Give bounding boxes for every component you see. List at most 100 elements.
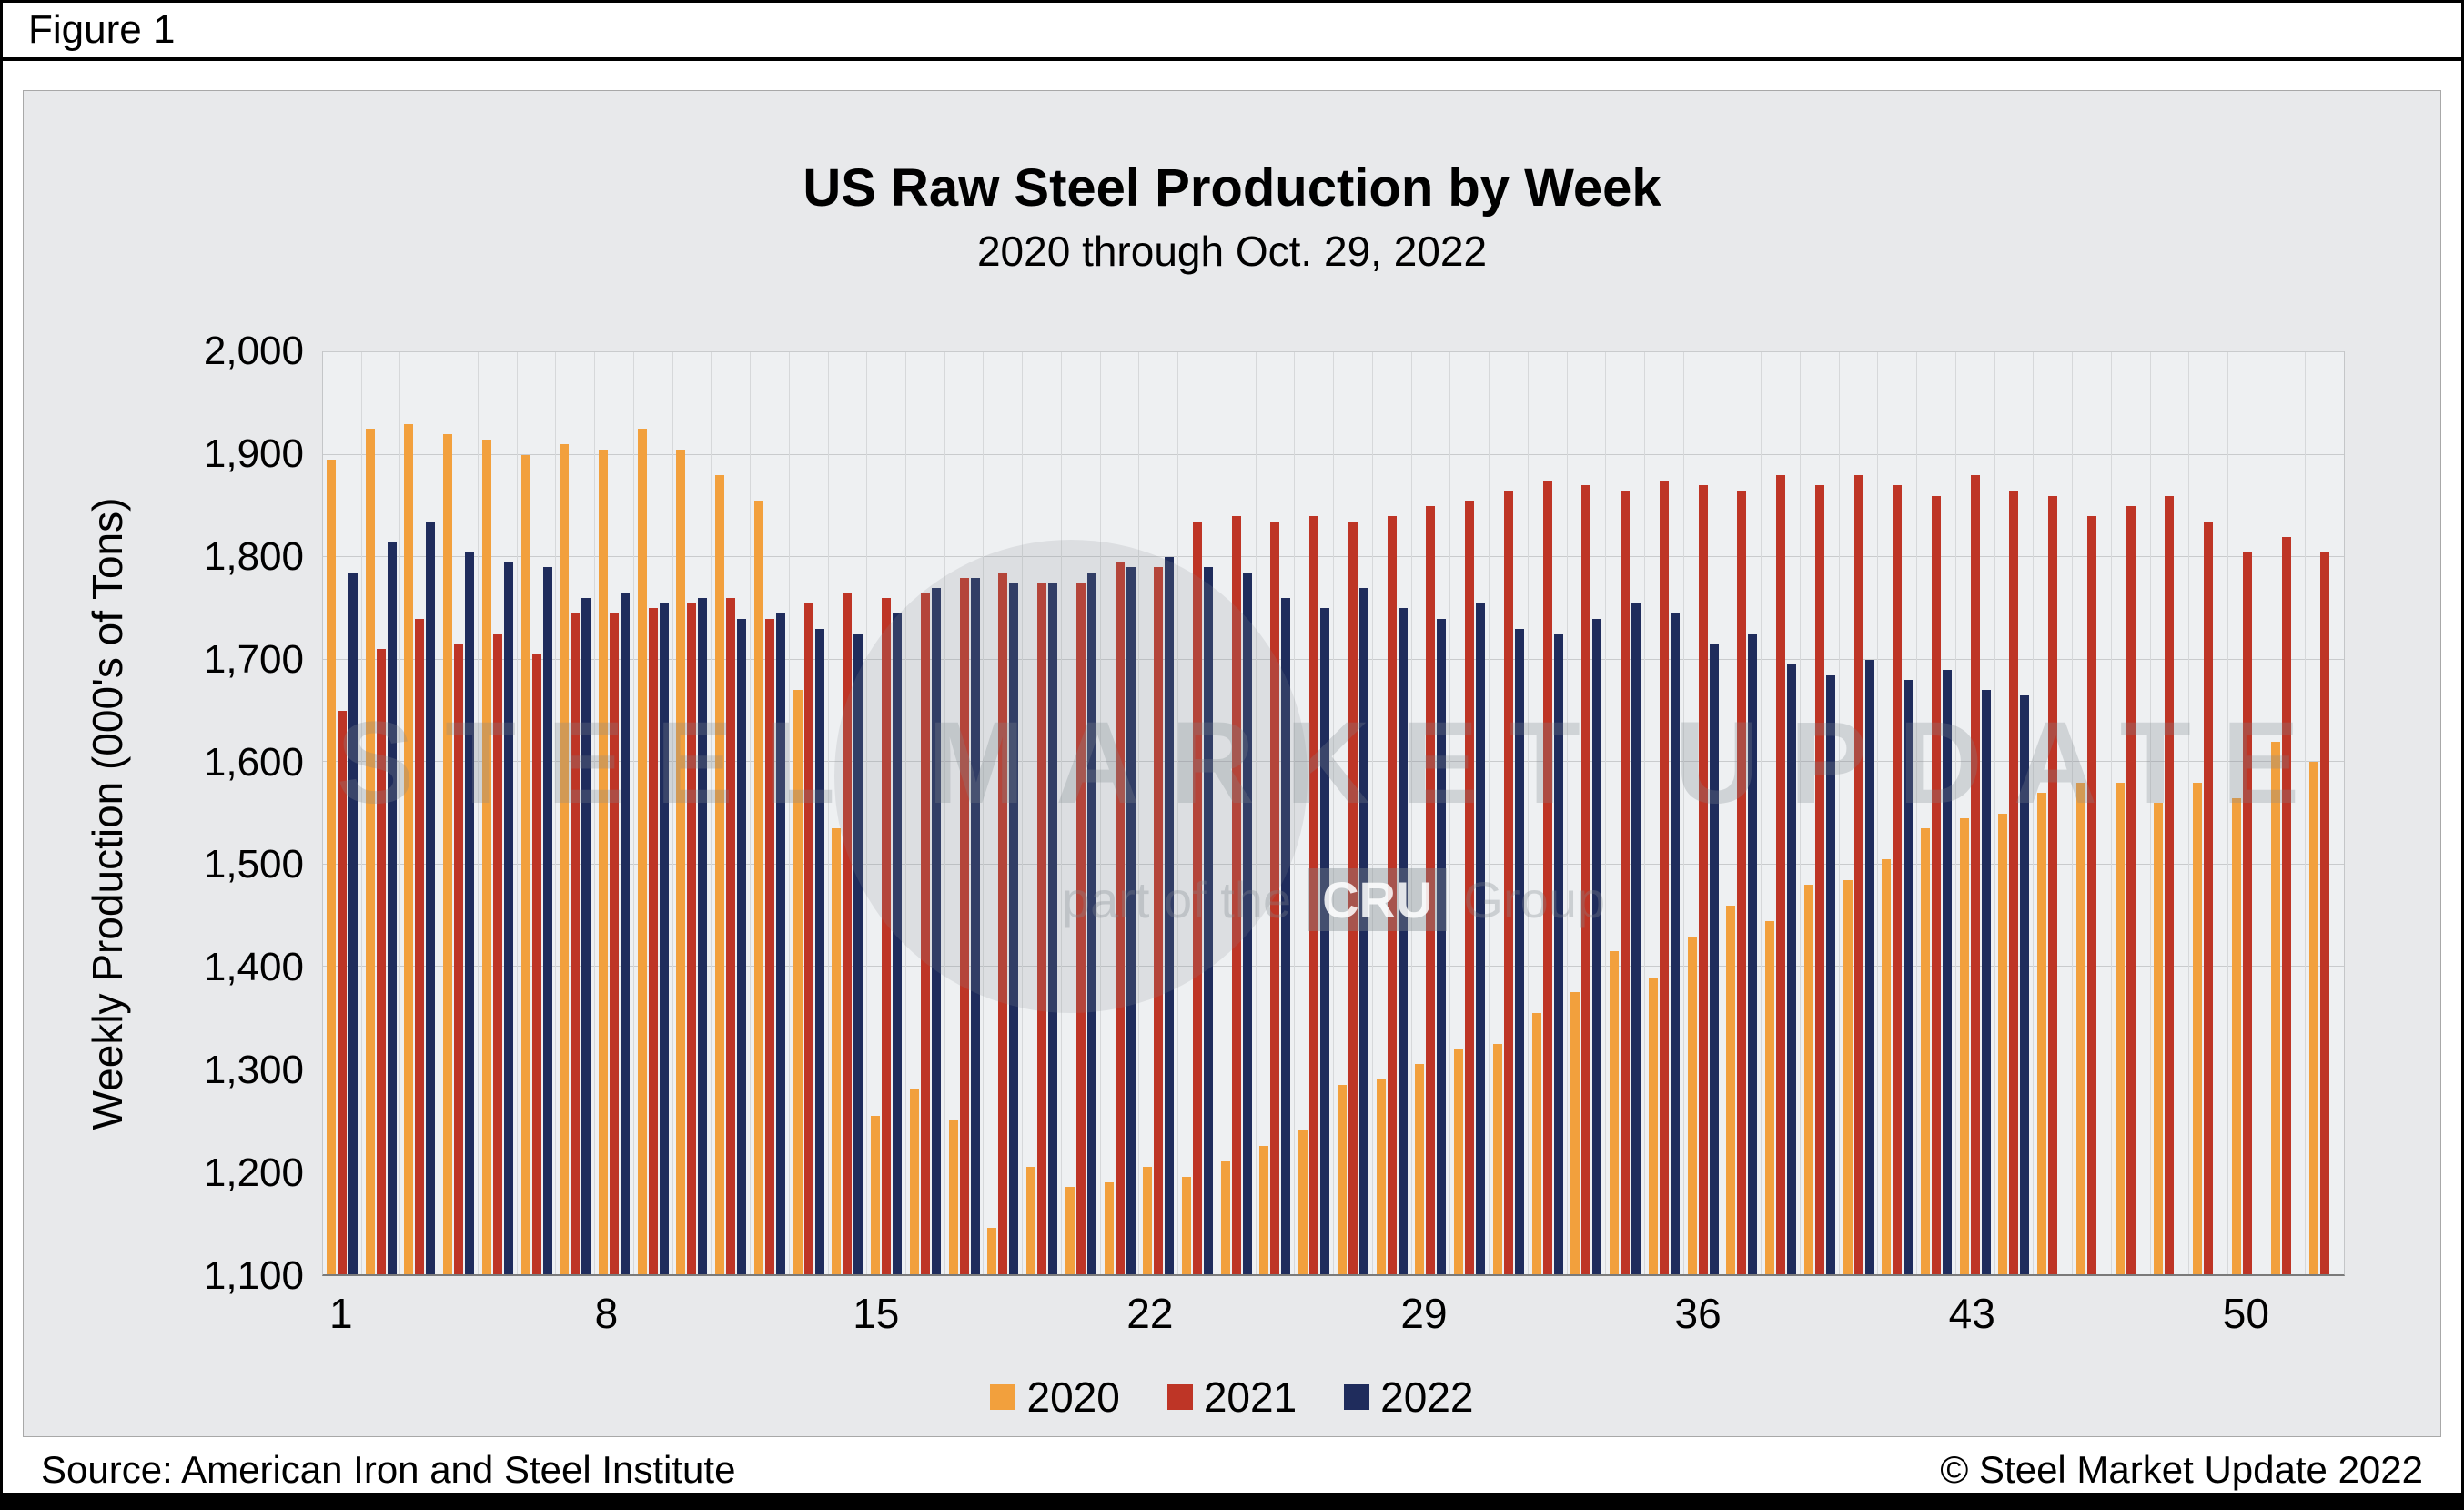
bar-2022 bbox=[1437, 618, 1447, 1274]
bar-2021 bbox=[803, 603, 813, 1274]
bar-2020 bbox=[365, 429, 375, 1274]
bottom-bar bbox=[3, 1493, 2461, 1507]
x-axis-tick-label bbox=[1637, 1289, 1675, 1345]
bar-2022 bbox=[659, 603, 669, 1274]
bar-2020 bbox=[1259, 1146, 1269, 1274]
bar-2021 bbox=[1659, 480, 1669, 1274]
x-axis-tick-label bbox=[1722, 1289, 1760, 1345]
bar-2021 bbox=[1426, 505, 1436, 1274]
bar-2020 bbox=[1726, 905, 1736, 1274]
bar-2021 bbox=[1931, 495, 1941, 1274]
bar-2020 bbox=[2309, 762, 2319, 1274]
bar-2020 bbox=[832, 828, 842, 1274]
bar-2020 bbox=[909, 1089, 919, 1274]
bar-2022 bbox=[1514, 628, 1524, 1274]
x-axis-tick-label bbox=[474, 1289, 512, 1345]
bar-2022 bbox=[1476, 603, 1486, 1274]
bar-2021 bbox=[1465, 501, 1475, 1274]
week-group bbox=[1177, 352, 1217, 1274]
bar-2020 bbox=[2154, 803, 2164, 1274]
x-axis-tick-label bbox=[2269, 1289, 2307, 1345]
week-group bbox=[1060, 352, 1100, 1274]
bar-2022 bbox=[1553, 633, 1563, 1274]
week-group bbox=[2305, 352, 2344, 1274]
week-group bbox=[1333, 352, 1372, 1274]
week-group bbox=[1877, 352, 1916, 1274]
week-group bbox=[555, 352, 594, 1274]
bar-2020 bbox=[637, 429, 647, 1274]
bar-2021 bbox=[998, 573, 1008, 1274]
week-group bbox=[905, 352, 944, 1274]
x-axis-tick-label bbox=[550, 1289, 588, 1345]
bar-2020 bbox=[1765, 920, 1775, 1274]
bar-2020 bbox=[2115, 782, 2125, 1274]
week-group bbox=[944, 352, 984, 1274]
week-group bbox=[2227, 352, 2267, 1274]
week-group bbox=[788, 352, 828, 1274]
week-group bbox=[1799, 352, 1839, 1274]
week-group bbox=[827, 352, 867, 1274]
bar-2020 bbox=[1143, 1166, 1153, 1274]
x-axis-tick-label bbox=[2185, 1289, 2223, 1345]
bar-2021 bbox=[1698, 485, 1708, 1274]
bar-2021 bbox=[764, 618, 774, 1274]
legend-label-2021: 2021 bbox=[1203, 1373, 1298, 1421]
x-axis-tick-label: 1 bbox=[329, 1290, 353, 1337]
bar-2022 bbox=[737, 618, 747, 1274]
x-axis-tick-label bbox=[1523, 1289, 1561, 1345]
week-group bbox=[1605, 352, 1644, 1274]
bar-2021 bbox=[1621, 490, 1631, 1274]
bar-2020 bbox=[1998, 813, 2008, 1274]
bar-2020 bbox=[1843, 879, 1853, 1274]
plot-area: STEEL MARKET UPDATE part of the CRU Grou… bbox=[322, 351, 2345, 1276]
bar-2020 bbox=[1337, 1084, 1347, 1274]
bar-2022 bbox=[1787, 664, 1797, 1274]
bar-2020 bbox=[1104, 1181, 1114, 1274]
bar-2021 bbox=[1115, 562, 1125, 1274]
week-group bbox=[672, 352, 712, 1274]
legend-swatch-2021 bbox=[1166, 1384, 1193, 1410]
x-axis-tick-label bbox=[1873, 1289, 1911, 1345]
bar-2022 bbox=[542, 567, 552, 1274]
legend-item-2021: 2021 bbox=[1166, 1373, 1298, 1422]
bar-2020 bbox=[1882, 859, 1892, 1274]
legend-swatch-2020 bbox=[990, 1384, 1016, 1410]
week-group bbox=[323, 352, 361, 1274]
bar-2021 bbox=[2126, 505, 2136, 1274]
week-group bbox=[1954, 352, 1994, 1274]
legend-label-2022: 2022 bbox=[1380, 1373, 1474, 1421]
bar-2021 bbox=[1970, 475, 1980, 1274]
bar-2022 bbox=[465, 552, 475, 1274]
source-note: Source: American Iron and Steel Institut… bbox=[41, 1448, 736, 1491]
x-axis-tick-label bbox=[625, 1289, 663, 1345]
week-group bbox=[1838, 352, 1878, 1274]
bar-2020 bbox=[1220, 1161, 1230, 1274]
bar-2020 bbox=[520, 454, 530, 1274]
copyright-note: © Steel Market Update 2022 bbox=[1940, 1448, 2423, 1491]
x-axis-tick-label bbox=[1325, 1289, 1363, 1345]
y-axis-tick-label: 2,000 bbox=[203, 329, 304, 373]
y-axis-tick-label: 1,500 bbox=[203, 842, 304, 887]
bar-2022 bbox=[426, 521, 436, 1274]
week-group bbox=[1294, 352, 1333, 1274]
week-group bbox=[1643, 352, 1683, 1274]
bar-2021 bbox=[1503, 490, 1513, 1274]
y-axis-tick-label: 1,900 bbox=[203, 431, 304, 476]
x-axis-tick-label bbox=[2109, 1289, 2147, 1345]
x-axis-tick-label: 36 bbox=[1674, 1290, 1722, 1337]
bar-2022 bbox=[1165, 557, 1175, 1274]
x-axis-tick-label bbox=[1995, 1289, 2034, 1345]
bar-2022 bbox=[1204, 567, 1214, 1274]
bar-2022 bbox=[1981, 690, 1991, 1274]
y-axis-tick-label: 1,600 bbox=[203, 739, 304, 785]
bar-2021 bbox=[415, 618, 425, 1274]
bar-2021 bbox=[2320, 552, 2330, 1274]
bar-2022 bbox=[970, 577, 980, 1274]
x-axis-tick-label bbox=[1797, 1289, 1835, 1345]
x-axis-tick-label bbox=[815, 1289, 853, 1345]
week-group bbox=[1994, 352, 2034, 1274]
x-axis-tick-label bbox=[1089, 1289, 1127, 1345]
bar-2021 bbox=[1231, 516, 1241, 1274]
bar-2022 bbox=[1825, 674, 1835, 1274]
bar-2022 bbox=[814, 628, 824, 1274]
